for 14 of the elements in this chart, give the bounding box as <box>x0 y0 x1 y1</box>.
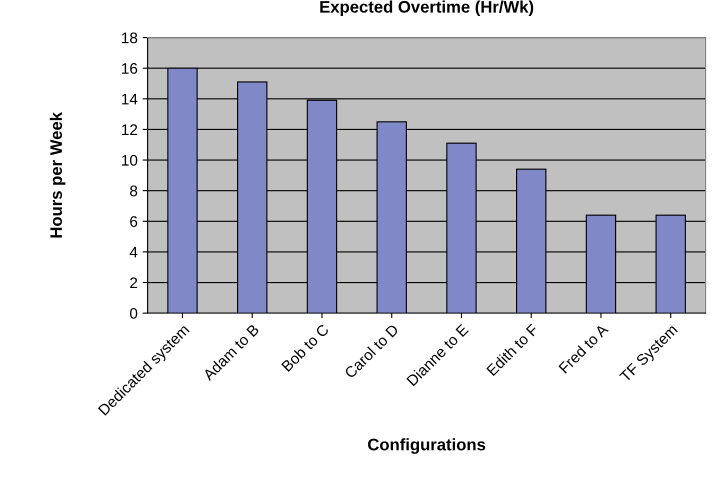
y-tick-label: 8 <box>130 186 138 196</box>
y-tick-label: 10 <box>122 154 138 166</box>
y-tick-label: 14 <box>122 94 138 104</box>
x-tick-label: Bob to C <box>280 323 330 372</box>
y-tick-label: 4 <box>130 246 138 258</box>
y-tick-label: 12 <box>122 124 138 135</box>
y-tick-label: 2 <box>130 277 138 288</box>
chart-title: Expected Overtime (Hr/Wk) <box>320 0 534 16</box>
y-tick-label: 6 <box>130 216 138 227</box>
y-tick-label: 0 <box>130 308 138 319</box>
y-axis-title: Hours per Week <box>50 112 66 238</box>
y-tick-label: 18 <box>122 32 138 44</box>
x-axis-title: Configurations <box>368 438 486 454</box>
y-tick-label: 16 <box>122 63 138 74</box>
